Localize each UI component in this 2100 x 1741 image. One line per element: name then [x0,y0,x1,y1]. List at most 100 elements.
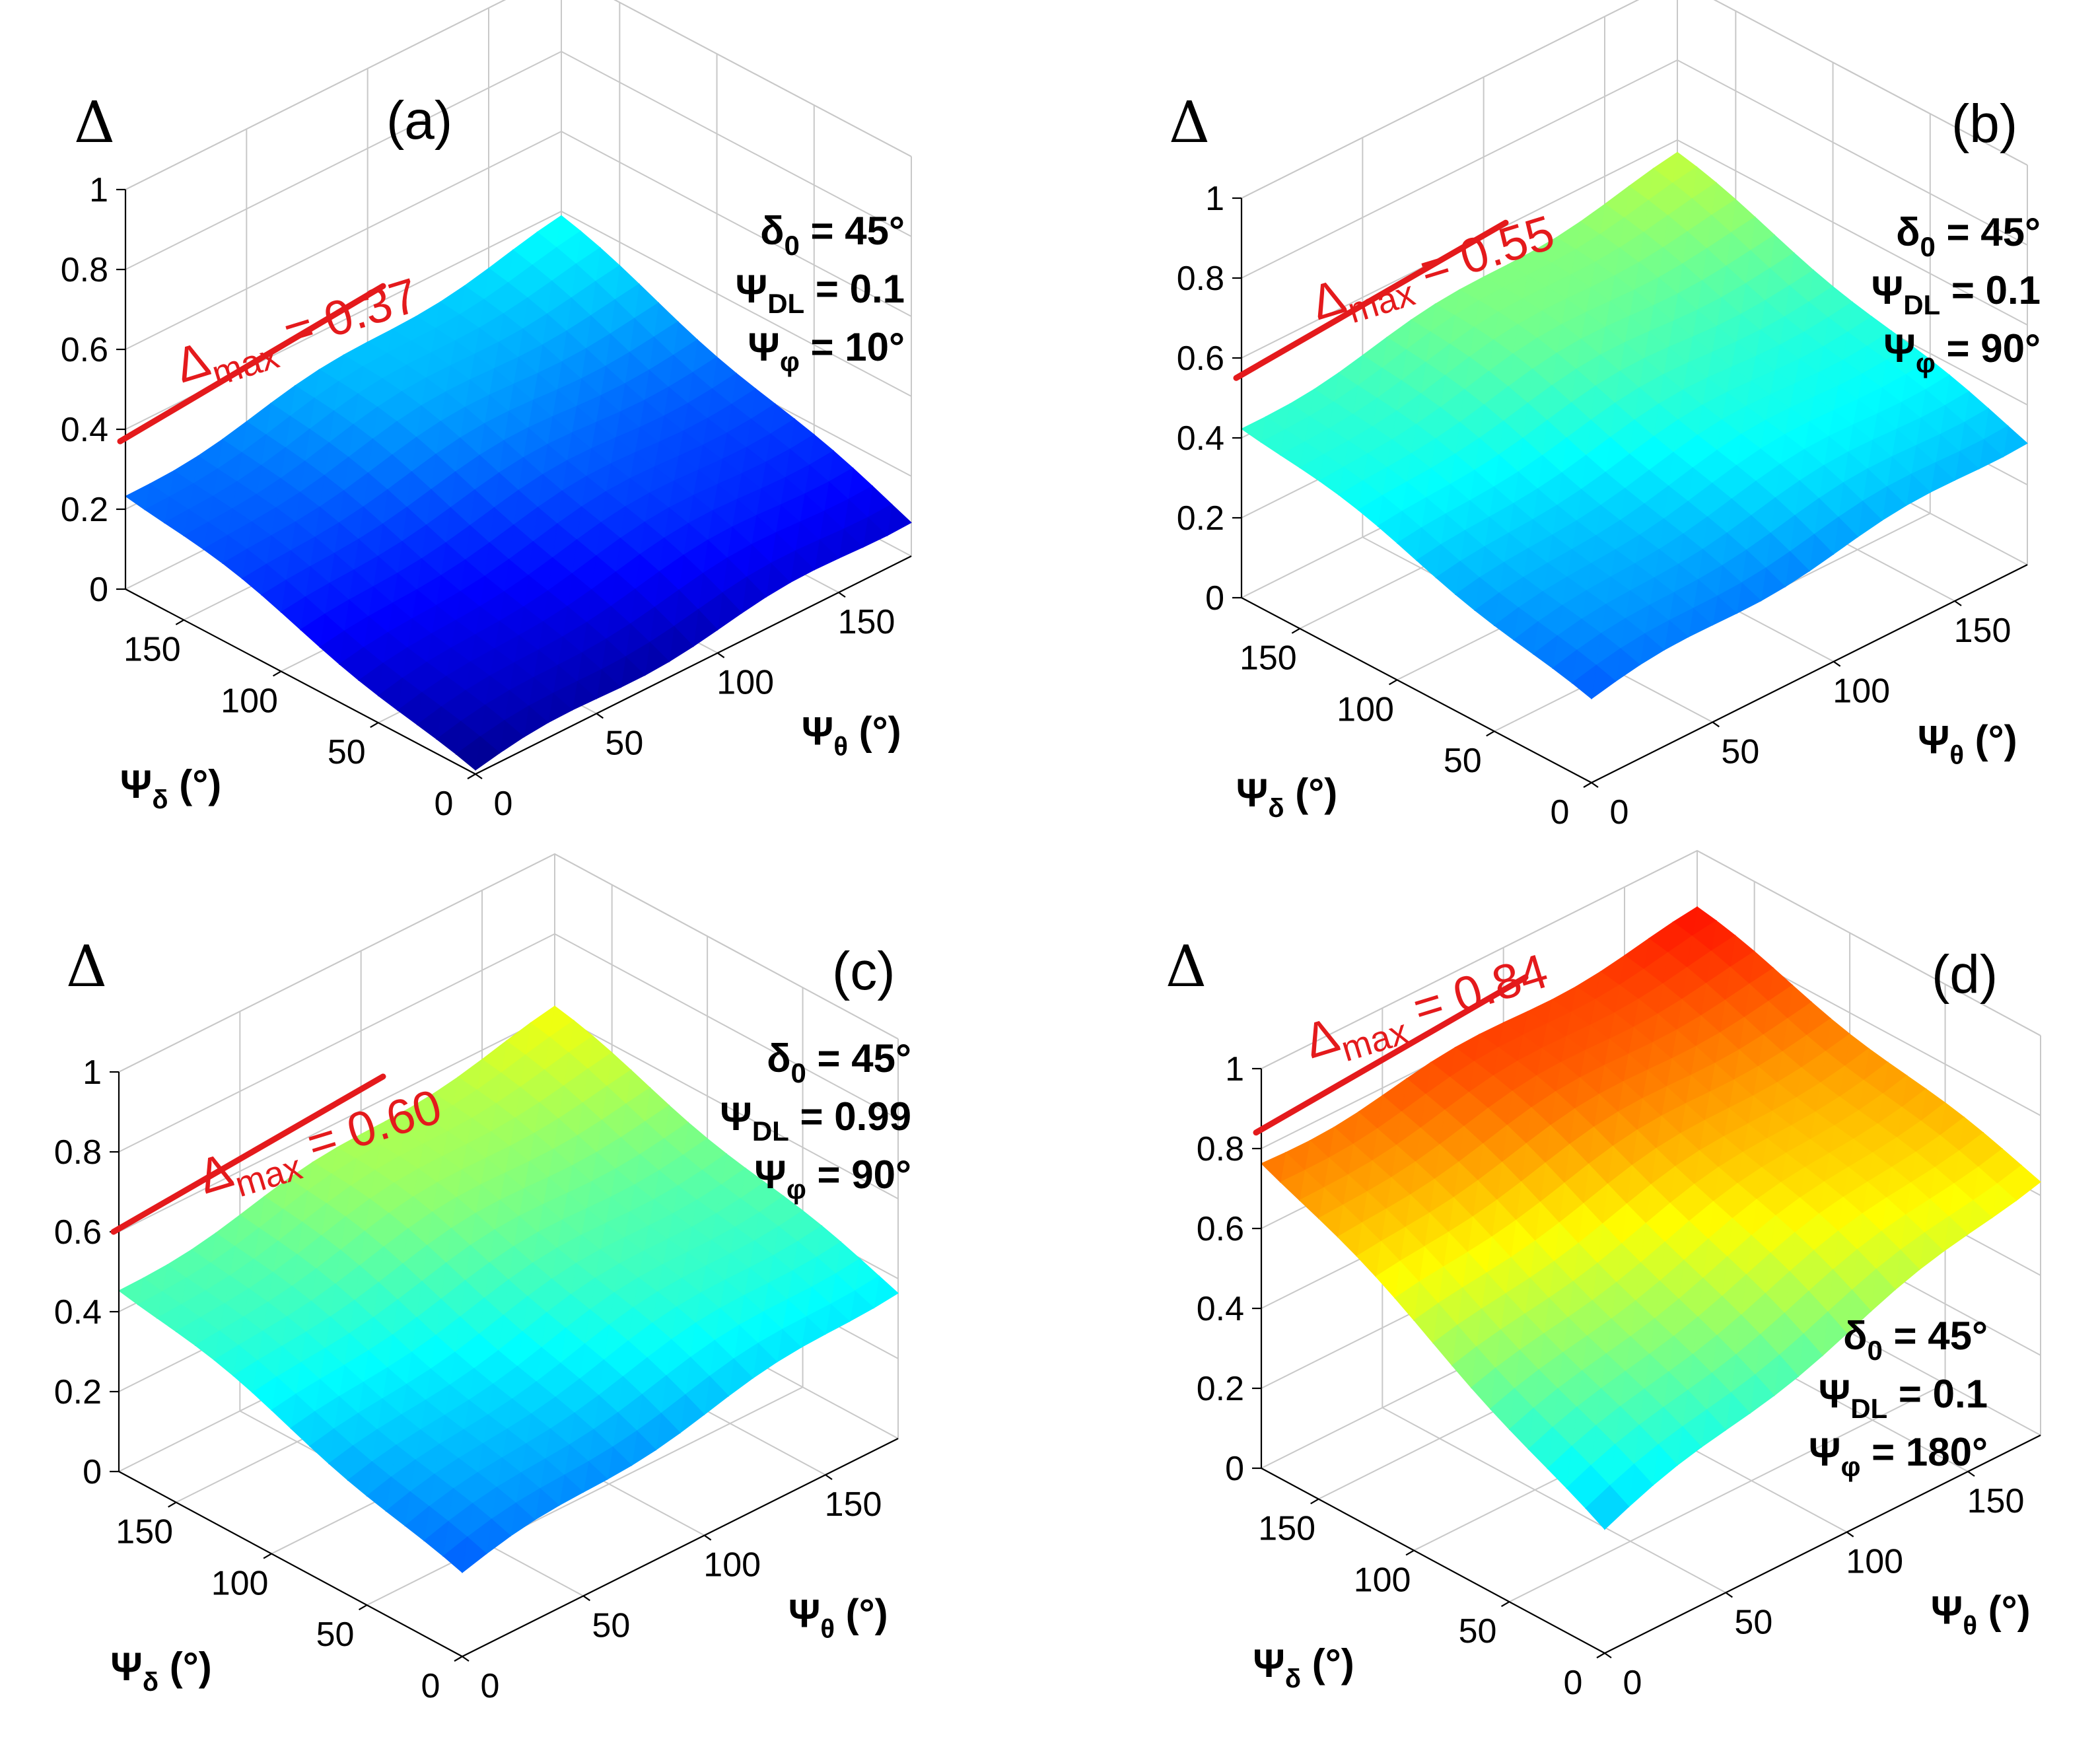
x-axis-label-sub: θ [833,732,848,761]
surface-facet [202,534,228,564]
y-tick-mark [1291,627,1300,634]
param-line-sub: 0 [791,1057,806,1088]
x-axis-label-main: Ψ [1918,717,1950,762]
y-tick-label: 50 [316,1616,355,1654]
surface-facet [1317,1204,1343,1238]
delta-max-line [110,1073,386,1235]
param-line-sub: 0 [1920,231,1936,262]
surface-facet [1532,635,1558,669]
surface-facet [377,677,403,711]
box-back-edge [1261,850,1698,1069]
surface-facet [1489,1388,1515,1431]
x-axis-label: Ψθ (°) [802,709,901,761]
z-tick-label: 0.2 [1177,499,1224,538]
y-tick-mark [175,619,184,625]
y-tick-label: 0 [1551,793,1570,832]
box-back-edge [1697,850,2041,1036]
surface-group [118,1005,899,1574]
param-line-rest: = 0.1 [804,267,905,311]
y-axis-line [1241,597,1592,783]
surface-facet [358,662,384,697]
x-axis-label: Ψθ (°) [788,1591,888,1643]
y-tick-mark [1486,730,1495,737]
surface-facet [1337,1222,1362,1258]
x-tick-label: 50 [1721,732,1759,771]
z-axis-label: Δ [66,934,107,1000]
param-line-sub: DL [1903,289,1940,320]
surface-facet [175,1316,201,1346]
z-gridline [1241,0,2028,199]
param-line-sub: φ [1916,347,1936,378]
surface-facet [1377,511,1403,544]
y-tick-label: 0 [435,785,454,823]
surface-group [1241,151,2028,700]
x-tick-label: 100 [703,1546,761,1584]
surface-facet [118,1277,144,1306]
z-tick-label: 0.8 [61,251,108,289]
y-tick-mark [370,722,379,728]
surface-facet [1552,649,1578,684]
surface-facet [1416,544,1442,579]
x-axis-label-sub: θ [1963,1611,1977,1640]
x-tick-mark [462,1656,470,1662]
x-tick-mark [704,1534,712,1541]
y-axis-label-main: Ψ [110,1645,143,1689]
param-line-rest: = 10° [800,325,905,369]
y-tick-label: 100 [221,682,278,720]
surface-facet [442,1536,468,1573]
surface-facet [1413,1302,1439,1344]
y-axis-label: Ψδ (°) [1236,771,1337,823]
x-tick-mark [717,652,725,658]
box-back-edge [118,853,555,1073]
z-tick-label: 0 [89,571,108,609]
z-axis-label: Δ [74,90,115,156]
surface-facet [1566,1464,1592,1509]
z-tick-label: 0 [83,1453,102,1491]
z-tick-label: 0.6 [1197,1210,1244,1248]
x-tick-label: 150 [1954,612,2012,650]
y-tick-label: 0 [421,1667,440,1705]
y-axis-label-rest: (°) [168,762,222,806]
z-tick-label: 1 [1225,1050,1244,1088]
surface-facet [1394,1281,1420,1322]
surface-facet [290,1411,316,1447]
x-tick-label: 100 [717,664,774,702]
param-line-rest: = 0.1 [1887,1372,1988,1416]
surface-facet [144,496,170,524]
param-line-rest: = 45° [1936,210,2041,254]
x-tick-label: 50 [592,1606,630,1645]
param-line-sub: φ [787,1174,806,1205]
surface-facet [241,563,267,596]
param-line-main: δ [1896,210,1920,254]
x-tick-label: 150 [838,603,895,641]
param-line: ΨDL = 0.1 [1819,1372,1988,1424]
surface-facet [1471,1367,1496,1410]
z-tick-label: 1 [83,1053,102,1092]
surface-facet [1452,1346,1477,1389]
y-tick-label: 150 [1258,1510,1315,1548]
y-tick-label: 150 [116,1513,173,1551]
x-tick-label: 100 [1833,672,1890,711]
surface-facet [183,521,209,550]
x-tick-mark [825,1474,833,1480]
y-tick-mark [454,1656,463,1662]
x-axis-label: Ψθ (°) [1918,717,2017,769]
y-tick-mark [1583,782,1592,788]
panel-a: 0 50 100 150 0 50 100 150 0 0.2 0.4 0.6 0.8 1 Ψθ (°) Ψδ… [0,0,1050,870]
delta-max-line [1253,974,1529,1136]
param-line-main: δ [1843,1314,1867,1358]
x-tick-mark [596,713,604,719]
surface-facet [1280,1170,1306,1201]
y-tick-label: 50 [1459,1612,1497,1651]
param-line-rest: = 45° [1883,1314,1988,1358]
param-line: ΨDL = 0.1 [1872,268,2041,320]
surface-facet [319,630,345,665]
surface-facet [1455,577,1481,612]
y-tick-label: 0 [1564,1664,1583,1702]
param-line-sub: DL [1850,1393,1887,1424]
y-axis-label: Ψδ (°) [110,1645,211,1697]
surface-facet [309,1428,335,1464]
panel-label: (d) [1932,944,1998,1005]
surface-facet [404,1505,430,1542]
